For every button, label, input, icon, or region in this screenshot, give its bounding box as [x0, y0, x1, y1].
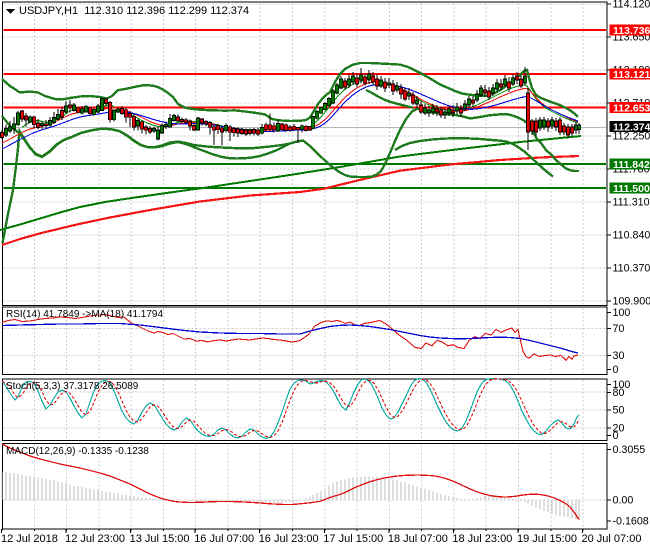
svg-text:110.840: 110.840	[613, 230, 650, 242]
svg-text:Stoch(5,3,3) 37.3178 26.5089: Stoch(5,3,3) 37.3178 26.5089	[6, 381, 139, 392]
svg-text:30: 30	[613, 350, 625, 362]
svg-text:12 Jul 2018: 12 Jul 2018	[1, 533, 58, 545]
svg-text:80: 80	[613, 387, 625, 399]
svg-text:13 Jul 15:00: 13 Jul 15:00	[130, 533, 190, 545]
svg-text:0.00: 0.00	[613, 495, 634, 507]
svg-text:111.842: 111.842	[613, 159, 650, 171]
svg-text:18 Jul 07:00: 18 Jul 07:00	[388, 533, 448, 545]
svg-text:111.500: 111.500	[613, 183, 650, 195]
svg-text:111.310: 111.310	[613, 197, 650, 209]
svg-text:114.120: 114.120	[613, 0, 650, 11]
svg-text:-0.1608: -0.1608	[613, 516, 649, 528]
svg-text:19 Jul 15:00: 19 Jul 15:00	[517, 533, 577, 545]
svg-text:16 Jul 07:00: 16 Jul 07:00	[194, 533, 254, 545]
svg-text:112.374: 112.374	[613, 121, 650, 133]
svg-text:109.900: 109.900	[613, 296, 650, 308]
svg-text:17 Jul 15:00: 17 Jul 15:00	[323, 533, 383, 545]
svg-text:0: 0	[613, 430, 619, 442]
svg-text:70: 70	[613, 323, 625, 335]
svg-text:16 Jul 23:00: 16 Jul 23:00	[259, 533, 319, 545]
svg-text:110.370: 110.370	[613, 263, 650, 275]
svg-text:0: 0	[613, 364, 619, 376]
svg-text:12 Jul 23:00: 12 Jul 23:00	[65, 533, 125, 545]
svg-text:0.3055: 0.3055	[613, 444, 646, 456]
svg-text:RSI(14) 41.7849 ->MA(18) 41.1: RSI(14) 41.7849 ->MA(18) 41.1794	[6, 309, 163, 320]
svg-text:USDJPY,H1 112.310 112.396 112: USDJPY,H1 112.310 112.396 112.299 112.37…	[19, 5, 249, 17]
svg-text:50: 50	[613, 405, 625, 417]
svg-text:20 Jul 07:00: 20 Jul 07:00	[582, 533, 642, 545]
svg-text:18 Jul 23:00: 18 Jul 23:00	[452, 533, 512, 545]
svg-text:112.653: 112.653	[613, 102, 650, 114]
svg-text:MACD(12,26,9) -0.1335 -0.1238: MACD(12,26,9) -0.1335 -0.1238	[6, 446, 149, 457]
svg-text:113.121: 113.121	[613, 69, 650, 81]
svg-text:113.736: 113.736	[613, 25, 650, 37]
svg-text:100: 100	[613, 307, 631, 319]
